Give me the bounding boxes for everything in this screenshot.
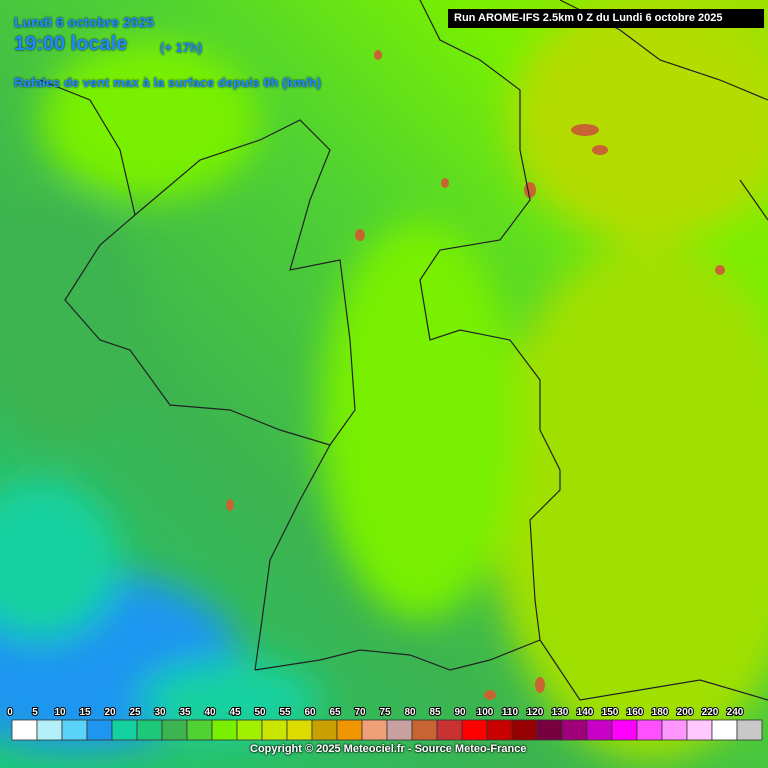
legend: 0 5 10 15 20 25 30 35 40 45 50 55 60 65 70 75 80 85 90 100 1…	[6, 706, 763, 741]
legend-swatch	[711, 719, 738, 741]
legend-swatch	[311, 719, 338, 741]
legend-swatch	[536, 719, 563, 741]
legend-swatch	[561, 719, 588, 741]
legend-swatch	[211, 719, 238, 741]
legend-label: 30	[154, 707, 166, 718]
legend-label: 80	[404, 707, 416, 718]
legend-swatch	[461, 719, 488, 741]
legend-label: 150	[602, 707, 619, 718]
copyright: Copyright © 2025 Meteociel.fr - Source M…	[250, 743, 527, 755]
legend-swatch	[11, 719, 38, 741]
legend-label: 75	[379, 707, 391, 718]
legend-label: 85	[429, 707, 441, 718]
legend-swatch	[336, 719, 363, 741]
legend-label: 120	[527, 707, 544, 718]
legend-label: 180	[652, 707, 669, 718]
legend-label: 90	[454, 707, 466, 718]
legend-swatch	[586, 719, 613, 741]
legend-label: 110	[502, 707, 519, 718]
legend-swatch	[686, 719, 713, 741]
borders	[39, 0, 768, 701]
legend-label: 15	[79, 707, 91, 718]
legend-label: 200	[677, 707, 694, 718]
legend-swatch	[486, 719, 513, 741]
legend-swatch	[61, 719, 88, 741]
legend-label: 40	[204, 707, 216, 718]
legend-label: 35	[179, 707, 191, 718]
legend-swatch	[111, 719, 138, 741]
date: Lundi 6 octobre 2025	[14, 14, 155, 30]
legend-swatch	[286, 719, 313, 741]
run-info: Run AROME-IFS 2.5km 0 Z du Lundi 6 octob…	[448, 9, 764, 28]
legend-swatch	[611, 719, 638, 741]
parameter: Rafales de vent max à la surface depuis …	[14, 75, 322, 90]
lead-time: (+ 17h)	[160, 40, 203, 55]
legend-swatch	[436, 719, 463, 741]
legend-swatch	[661, 719, 688, 741]
legend-label: 220	[702, 707, 719, 718]
legend-label: 55	[279, 707, 291, 718]
legend-label: 140	[577, 707, 594, 718]
legend-swatch	[261, 719, 288, 741]
legend-swatch	[236, 719, 263, 741]
legend-swatch	[36, 719, 63, 741]
legend-swatch	[511, 719, 538, 741]
legend-label: 130	[552, 707, 569, 718]
legend-swatch	[161, 719, 188, 741]
legend-swatch	[636, 719, 663, 741]
legend-label: 160	[627, 707, 644, 718]
legend-label: 0	[7, 707, 13, 718]
time: 19:00 locale	[14, 33, 128, 55]
legend-label: 100	[477, 707, 494, 718]
legend-label: 240	[727, 707, 744, 718]
legend-label: 45	[229, 707, 241, 718]
legend-label: 70	[354, 707, 366, 718]
legend-label: 5	[32, 707, 38, 718]
legend-swatch	[411, 719, 438, 741]
legend-label: 60	[304, 707, 316, 718]
legend-swatch	[86, 719, 113, 741]
legend-swatch	[186, 719, 213, 741]
legend-label: 20	[104, 707, 116, 718]
legend-label: 25	[129, 707, 141, 718]
legend-label: 65	[329, 707, 341, 718]
legend-swatch	[361, 719, 388, 741]
legend-swatch	[736, 719, 763, 741]
legend-label: 10	[54, 707, 66, 718]
legend-swatch	[136, 719, 163, 741]
legend-label: 50	[254, 707, 266, 718]
legend-swatch	[386, 719, 413, 741]
